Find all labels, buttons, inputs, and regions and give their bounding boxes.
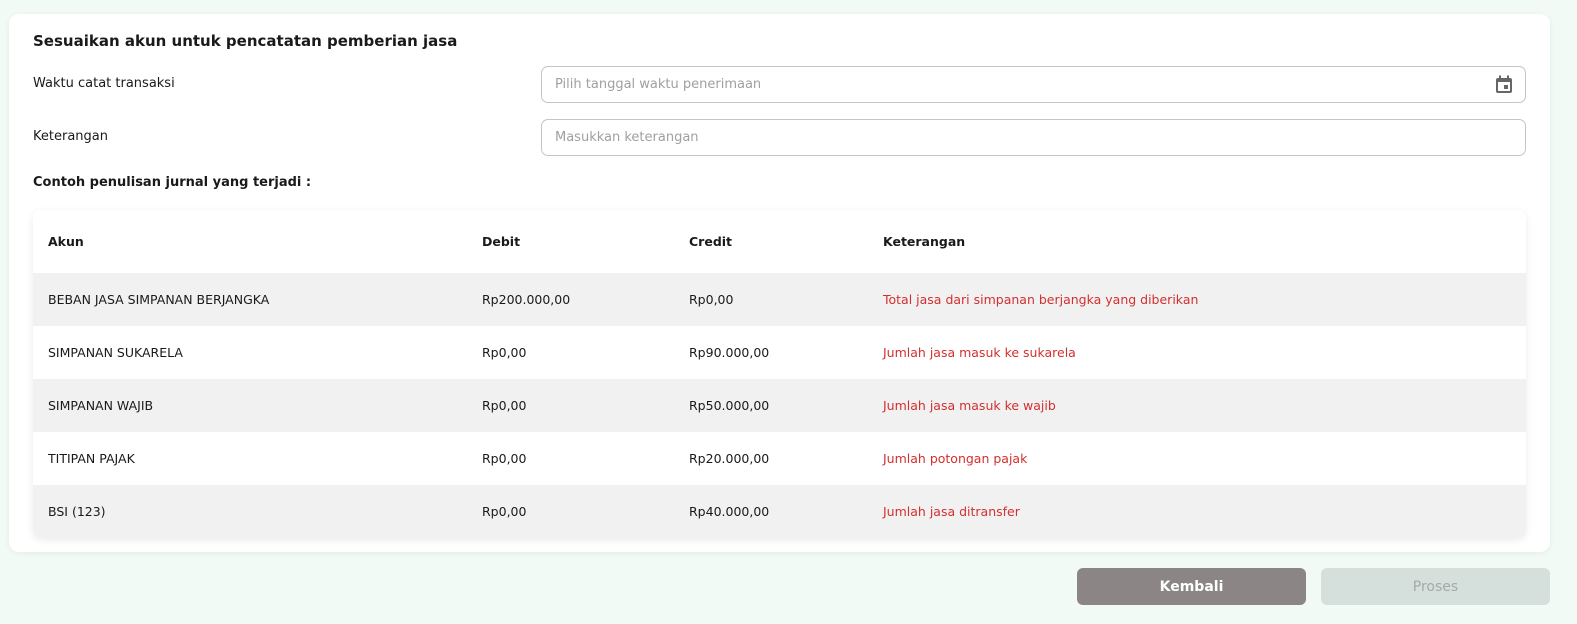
form-card: Sesuaikan akun untuk pencatatan pemberia… bbox=[9, 14, 1550, 552]
cell-debit: Rp0,00 bbox=[482, 345, 527, 360]
cell-credit: Rp50.000,00 bbox=[689, 398, 770, 413]
journal-title: Contoh penulisan jurnal yang terjadi : bbox=[33, 175, 312, 190]
cell-akun: TITIPAN PAJAK bbox=[48, 451, 135, 466]
calendar-icon[interactable] bbox=[1495, 75, 1513, 94]
transaction-time-input[interactable]: Pilih tanggal waktu penerimaan bbox=[541, 66, 1526, 103]
table-row: BEBAN JASA SIMPANAN BERJANGKA Rp200.000,0… bbox=[33, 273, 1526, 326]
cell-credit: Rp0,00 bbox=[689, 292, 734, 307]
cell-akun: BEBAN JASA SIMPANAN BERJANGKA bbox=[48, 292, 270, 307]
description-label: Keterangan bbox=[33, 129, 108, 144]
back-button[interactable]: Kembali bbox=[1077, 568, 1306, 605]
header-keterangan: Keterangan bbox=[883, 234, 966, 249]
header-debit: Debit bbox=[482, 234, 521, 249]
table-row: SIMPANAN SUKARELA Rp0,00 Rp90.000,00 Jumlah… bbox=[33, 326, 1526, 379]
cell-credit: Rp90.000,00 bbox=[689, 345, 770, 360]
cell-keterangan: Total jasa dari simpanan berjangka yang … bbox=[883, 292, 1199, 307]
cell-keterangan: Jumlah jasa ditransfer bbox=[883, 504, 1020, 519]
description-placeholder: Masukkan keterangan bbox=[555, 130, 699, 145]
cell-debit: Rp200.000,00 bbox=[482, 292, 571, 307]
cell-keterangan: Jumlah jasa masuk ke sukarela bbox=[883, 345, 1076, 360]
description-input[interactable]: Masukkan keterangan bbox=[541, 119, 1526, 156]
table-header: Akun Debit Credit Keterangan bbox=[33, 210, 1526, 273]
cell-akun: SIMPANAN SUKARELA bbox=[48, 345, 183, 360]
table-row: SIMPANAN WAJIB Rp0,00 Rp50.000,00 Jumlah ja… bbox=[33, 379, 1526, 432]
cell-debit: Rp0,00 bbox=[482, 451, 527, 466]
cell-keterangan: Jumlah jasa masuk ke wajib bbox=[883, 398, 1056, 413]
process-button[interactable]: Proses bbox=[1321, 568, 1550, 605]
cell-akun: SIMPANAN WAJIB bbox=[48, 398, 154, 413]
transaction-time-placeholder: Pilih tanggal waktu penerimaan bbox=[555, 77, 762, 92]
table-row: TITIPAN PAJAK Rp0,00 Rp20.000,00 Jumlah pot… bbox=[33, 432, 1526, 485]
transaction-time-label: Waktu catat transaksi bbox=[33, 76, 175, 91]
cell-keterangan: Jumlah potongan pajak bbox=[883, 451, 1028, 466]
cell-credit: Rp20.000,00 bbox=[689, 451, 770, 466]
journal-table: Akun Debit Credit Keterangan BEBAN JASA … bbox=[33, 210, 1526, 538]
cell-debit: Rp0,00 bbox=[482, 398, 527, 413]
cell-akun: BSI (123) bbox=[48, 504, 106, 519]
cell-credit: Rp40.000,00 bbox=[689, 504, 770, 519]
cell-debit: Rp0,00 bbox=[482, 504, 527, 519]
page-title: Sesuaikan akun untuk pencatatan pemberia… bbox=[33, 32, 458, 50]
header-credit: Credit bbox=[689, 234, 733, 249]
table-row: BSI (123) Rp0,00 Rp40.000,00 Jumlah jasa di… bbox=[33, 485, 1526, 538]
header-akun: Akun bbox=[48, 234, 84, 249]
